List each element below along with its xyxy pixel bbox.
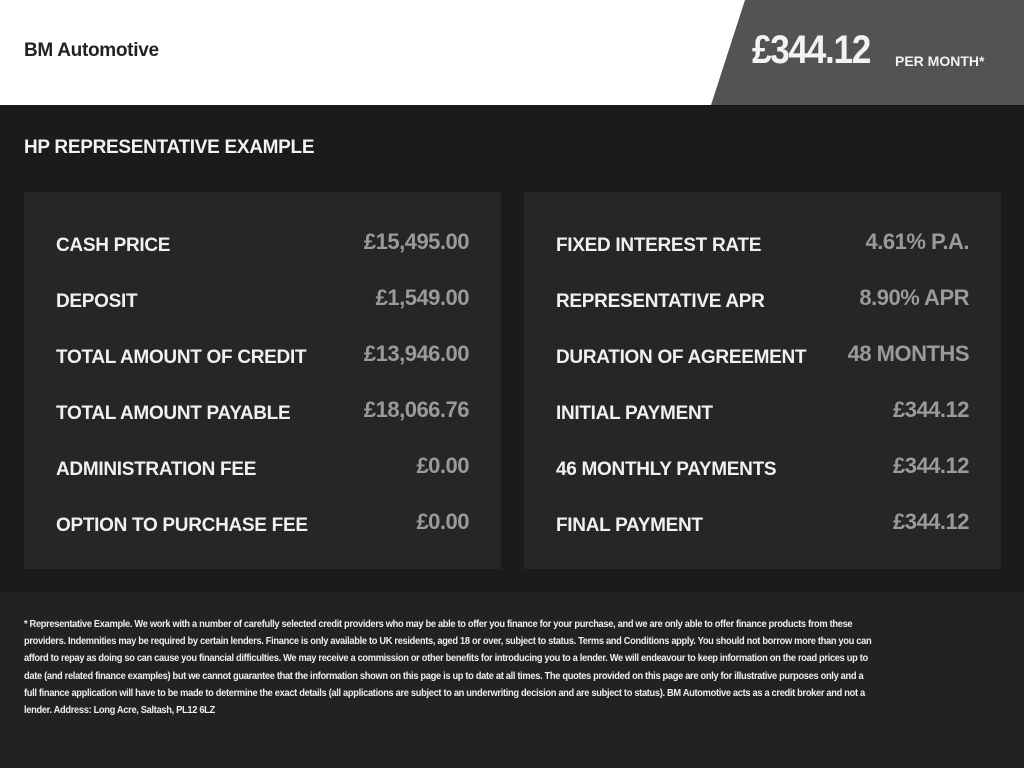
finance-value: 4.61% P.A. [865, 229, 970, 254]
finance-value: £344.12 [892, 509, 970, 534]
finance-row: FIXED INTEREST RATE 4.61% P.A. [556, 229, 970, 259]
finance-row: DEPOSIT £1,549.00 [56, 285, 470, 315]
finance-card-left: CASH PRICE £15,495.00 DEPOSIT £1,549.00 TOTA… [24, 192, 501, 569]
disclaimer-line: * Representative Example. We work with a… [24, 619, 853, 630]
disclaimer-line: full finance application will have to be… [24, 687, 865, 699]
finance-value: £0.00 [416, 509, 469, 534]
finance-row: OPTION TO PURCHASE FEE £0.00 [56, 509, 469, 539]
disclaimer-line: afford to repay as doing so can cause yo… [24, 653, 868, 665]
finance-row: TOTAL AMOUNT OF CREDIT £13,946.00 [56, 341, 470, 371]
per-month-label: PER MONTH* [895, 53, 985, 69]
finance-label: FINAL PAYMENT [556, 515, 703, 536]
disclaimer-line: providers. Indemnities may be required b… [24, 636, 872, 648]
disclaimer-line: date (and related finance examples) but … [24, 670, 864, 682]
finance-label: DURATION OF AGREEMENT [556, 347, 807, 368]
finance-label: 46 MONTHLY PAYMENTS [556, 459, 777, 480]
finance-row: TOTAL AMOUNT PAYABLE £18,066.76 [56, 397, 470, 427]
finance-row: CASH PRICE £15,495.00 [56, 229, 470, 259]
finance-row: INITIAL PAYMENT £344.12 [556, 397, 970, 427]
finance-label: TOTAL AMOUNT OF CREDIT [56, 347, 307, 368]
finance-row: FINAL PAYMENT £344.12 [556, 509, 970, 539]
disclaimer-line: lender. Address: Long Acre, Saltash, PL1… [24, 705, 215, 717]
monthly-price: £344.12 [752, 28, 871, 72]
finance-row: 46 MONTHLY PAYMENTS £344.12 [556, 453, 970, 483]
finance-label: CASH PRICE [56, 235, 171, 256]
finance-label: TOTAL AMOUNT PAYABLE [56, 403, 291, 424]
finance-row: DURATION OF AGREEMENT 48 MONTHS [556, 341, 970, 371]
disclaimer: * Representative Example. We work with a… [24, 616, 924, 719]
finance-label: DEPOSIT [56, 291, 138, 312]
finance-panel: HP REPRESENTATIVE EXAMPLE CASH PRICE £15,… [0, 105, 1024, 592]
finance-value: 8.90% APR [859, 285, 969, 310]
finance-label: OPTION TO PURCHASE FEE [56, 515, 308, 536]
finance-value: £15,495.00 [363, 229, 470, 254]
finance-value: £1,549.00 [375, 285, 470, 310]
monthly-price-box [711, 0, 1024, 105]
dealer-name: BM Automotive [24, 40, 159, 61]
finance-row: REPRESENTATIVE APR 8.90% APR [556, 285, 969, 315]
finance-value: 48 MONTHS [847, 341, 970, 366]
finance-card-right: FIXED INTEREST RATE 4.61% P.A. REPRESENTAT… [524, 192, 1001, 569]
finance-value: £13,946.00 [363, 341, 470, 366]
section-title: HP REPRESENTATIVE EXAMPLE [24, 137, 315, 158]
finance-row: ADMINISTRATION FEE £0.00 [56, 453, 469, 483]
finance-value: £0.00 [416, 453, 469, 478]
finance-label: ADMINISTRATION FEE [56, 459, 257, 480]
finance-label: INITIAL PAYMENT [556, 403, 713, 424]
finance-value: £344.12 [892, 397, 970, 422]
finance-label: FIXED INTEREST RATE [556, 235, 762, 256]
finance-value: £18,066.76 [363, 397, 470, 422]
finance-label: REPRESENTATIVE APR [556, 291, 765, 312]
finance-value: £344.12 [892, 453, 970, 478]
